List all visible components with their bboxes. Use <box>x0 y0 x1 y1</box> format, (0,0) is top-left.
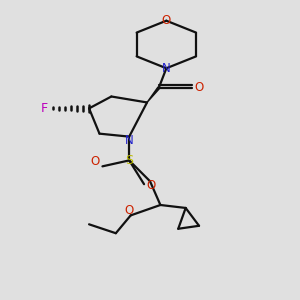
Text: S: S <box>125 154 133 167</box>
Polygon shape <box>147 87 160 102</box>
Text: O: O <box>194 81 204 94</box>
Text: O: O <box>147 179 156 192</box>
Text: O: O <box>162 14 171 27</box>
Text: F: F <box>40 102 47 115</box>
Text: O: O <box>90 155 100 168</box>
Text: N: N <box>162 62 171 75</box>
Text: O: O <box>124 204 134 218</box>
Text: N: N <box>125 134 134 147</box>
